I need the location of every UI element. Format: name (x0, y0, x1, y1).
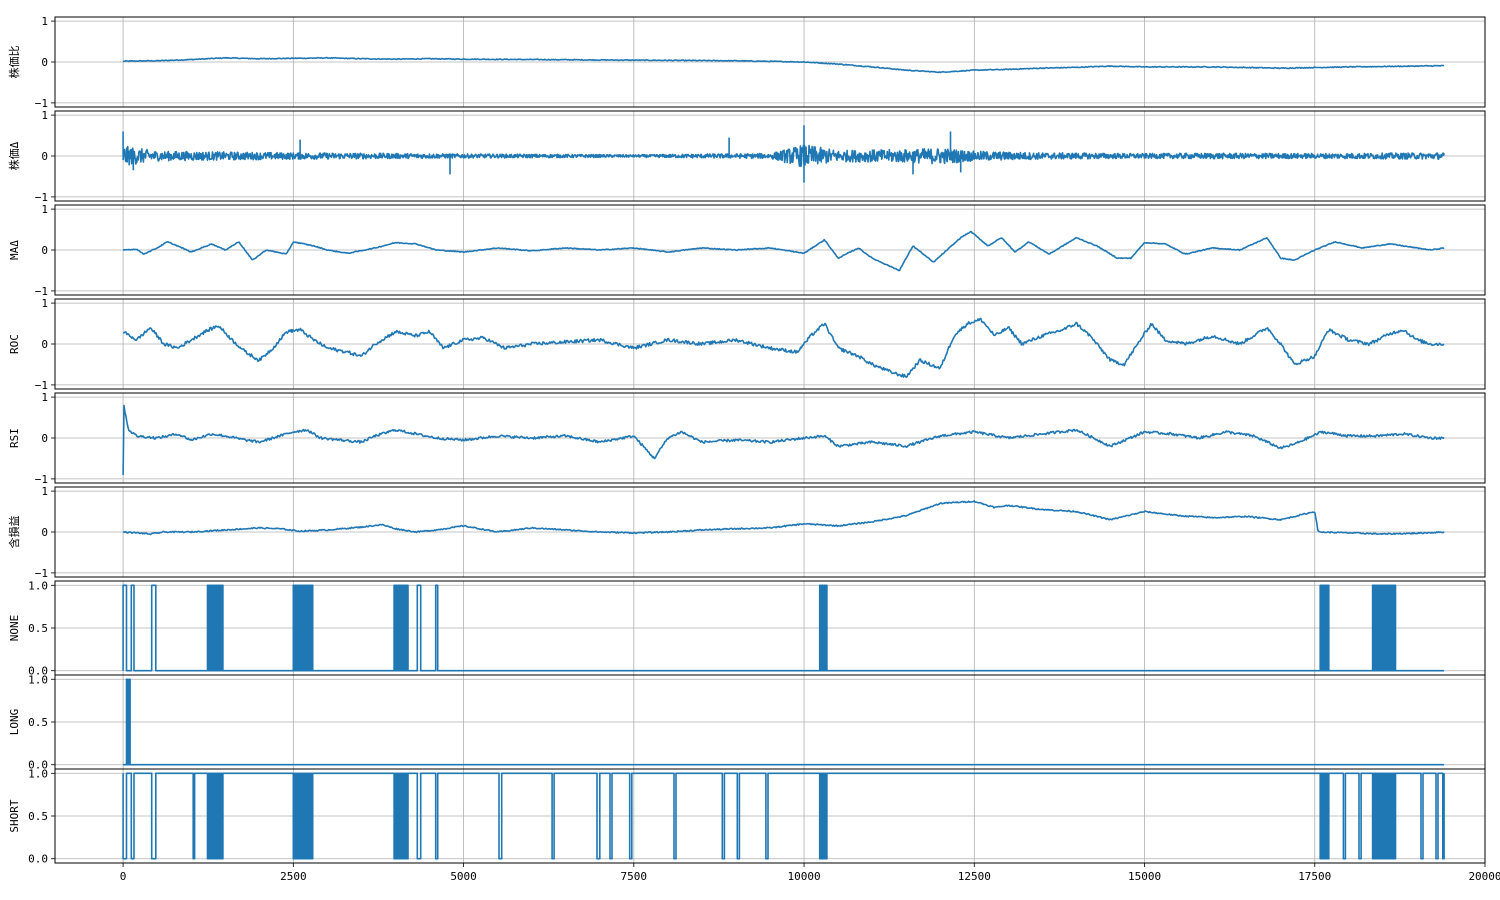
panel-SHORT: 0.0 0.5 1.0 SHORT (8, 767, 1486, 866)
x-tick-label: 7500 (621, 870, 648, 883)
panel-NONE: 0.0 0.5 1.0 NONE (8, 579, 1486, 678)
y-tick-label: −1 (35, 567, 48, 580)
y-tick-label: 1 (41, 391, 48, 404)
x-tick-label: 5000 (450, 870, 477, 883)
panel-RSI: −1 0 1 RSI (8, 391, 1486, 486)
y-tick-label: −1 (35, 97, 48, 110)
x-tick-label: 12500 (958, 870, 991, 883)
y-tick-label: 1 (41, 15, 48, 28)
y-tick-label: −1 (35, 285, 48, 298)
panel-frame (54, 204, 1486, 296)
y-tick-label: 1 (41, 109, 48, 122)
y-tick-label: 1.0 (28, 673, 48, 686)
y-tick-label: 1 (41, 297, 48, 310)
x-tick-label: 0 (120, 870, 127, 883)
y-tick-label: 0.0 (28, 759, 48, 772)
y-axis-label: NONE (8, 615, 21, 642)
panel-frame (54, 110, 1486, 202)
y-axis-label: LONG (8, 709, 21, 736)
series-line-株価比 (122, 56, 1445, 74)
series-line-含損益 (123, 500, 1445, 536)
y-tick-label: 0.0 (28, 665, 48, 678)
y-tick-label: 0 (41, 432, 48, 445)
series-line-ROC (122, 317, 1445, 379)
x-tick-label: 20000 (1468, 870, 1500, 883)
panel-frame (54, 392, 1486, 484)
series-line-SHORT (122, 772, 1445, 860)
panel-frame (54, 298, 1486, 390)
series-line-NONE (122, 584, 1445, 672)
y-tick-label: −1 (35, 379, 48, 392)
y-tick-label: 0 (41, 244, 48, 257)
panel-株価Δ: −1 0 1 株価Δ (7, 109, 1486, 204)
panel-株価比: −1 0 1 株価比 (7, 15, 1486, 110)
y-axis-label: 株価比 (7, 46, 21, 79)
y-tick-label: 0 (41, 150, 48, 163)
series-line-RSI (122, 404, 1445, 476)
y-tick-label: 1 (41, 485, 48, 498)
x-axis: 0 2500 5000 7500 10000 12500 15000 17500 20000 (120, 863, 1500, 883)
y-axis-label: ROC (8, 334, 21, 354)
panel-LONG: 0.0 0.5 1.0 LONG (8, 673, 1486, 772)
y-axis-label: RSI (8, 428, 21, 448)
y-axis-label: SHORT (8, 799, 21, 832)
y-tick-label: 1.0 (28, 767, 48, 780)
panel-frame (54, 768, 1486, 864)
y-tick-label: 0.5 (28, 622, 48, 635)
x-tick-label: 2500 (280, 870, 307, 883)
panel-frame (54, 16, 1486, 108)
y-tick-label: 0.0 (28, 853, 48, 866)
y-tick-label: −1 (35, 191, 48, 204)
panel-ROC: −1 0 1 ROC (8, 297, 1486, 392)
y-tick-label: 0 (41, 56, 48, 69)
y-axis-label: 含損益 (7, 516, 21, 549)
series-line-MAΔ (122, 230, 1445, 272)
x-tick-label: 15000 (1128, 870, 1161, 883)
panel-MAΔ: −1 0 1 MAΔ (8, 203, 1486, 298)
y-tick-label: 0.5 (28, 716, 48, 729)
y-tick-label: 1 (41, 203, 48, 216)
x-tick-label: 10000 (787, 870, 820, 883)
y-axis-label: 株価Δ (7, 141, 21, 170)
panel-frame (54, 486, 1486, 578)
panel-含損益: −1 0 1 含損益 (7, 485, 1486, 580)
y-axis-label: MAΔ (8, 240, 21, 260)
series-line-LONG (123, 678, 1445, 766)
x-tick-label: 17500 (1298, 870, 1331, 883)
y-tick-label: 1.0 (28, 579, 48, 592)
y-tick-label: 0.5 (28, 810, 48, 823)
series-line-株価Δ (122, 125, 1445, 183)
y-tick-label: 0 (41, 526, 48, 539)
y-tick-label: −1 (35, 473, 48, 486)
y-tick-label: 0 (41, 338, 48, 351)
